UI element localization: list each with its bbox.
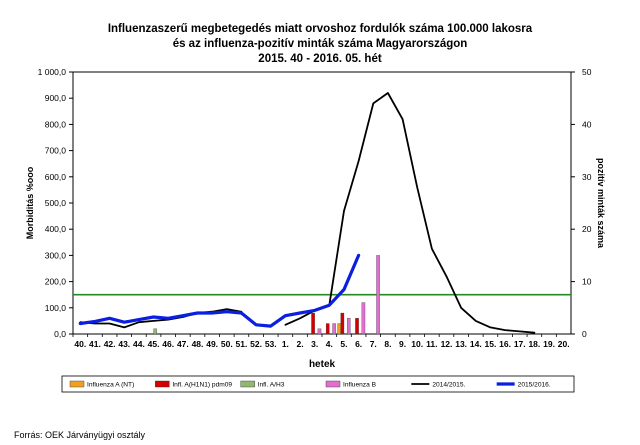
x-tick-label: 14.	[470, 339, 482, 349]
x-tick-label: 40.	[74, 339, 86, 349]
x-axis-title: hetek	[309, 359, 336, 370]
legend-swatch	[69, 380, 85, 388]
x-tick-label: 7.	[370, 339, 377, 349]
x-tick-label: 20.	[558, 339, 570, 349]
bar	[340, 312, 345, 335]
legend-box	[61, 375, 575, 393]
y2-tick-label: 0	[582, 329, 587, 339]
legend-swatch	[240, 380, 255, 388]
x-tick-label: 1.	[282, 339, 289, 349]
x-tick-label: 45.	[148, 339, 160, 349]
x-tick-label: 18.	[528, 339, 540, 349]
x-tick-label: 51.	[236, 339, 248, 349]
y2-tick-label: 10	[582, 277, 592, 287]
x-tick-label: 50.	[221, 339, 233, 349]
legend-swatch	[155, 380, 170, 388]
y-tick-label: 100,0	[45, 303, 67, 313]
bar	[376, 255, 380, 335]
x-tick-label: 44.	[133, 339, 145, 349]
legend-label: 2015/2016.	[518, 382, 551, 389]
chart-title-line-1: Influenzaszerű megbetegedés miatt orvosh…	[107, 23, 533, 35]
x-tick-label: 6.	[355, 339, 362, 349]
legend-label: Influenza B	[343, 382, 377, 389]
bar	[153, 328, 157, 335]
x-tick-label: 13.	[455, 339, 467, 349]
y2-tick-label: 30	[582, 172, 592, 182]
bar	[347, 318, 351, 335]
source-note: Forrás: OEK Járványügyi osztály	[14, 430, 146, 440]
y-tick-label: 500,0	[45, 198, 67, 208]
legend-label: Influenza A (NT)	[87, 382, 134, 389]
bar	[361, 302, 366, 335]
x-tick-label: 43.	[118, 339, 130, 349]
x-tick-label: 12.	[441, 339, 453, 349]
x-tick-label: 3.	[311, 339, 318, 349]
x-tick-label: 49.	[206, 339, 218, 349]
x-tick-label: 46.	[162, 339, 174, 349]
x-tick-label: 53.	[265, 339, 277, 349]
x-tick-label: 19.	[543, 339, 555, 349]
series-line-2	[78, 253, 361, 328]
x-tick-label: 16.	[499, 339, 511, 349]
x-tick-label: 5.	[340, 339, 347, 349]
x-tick-label: 9.	[399, 339, 406, 349]
x-tick-label: 4.	[326, 339, 333, 349]
y-tick-label: 900,0	[45, 93, 67, 103]
legend-label: Infl. A(H1N1) pdm09	[172, 382, 232, 389]
series-line-1	[79, 92, 536, 334]
x-tick-label: 17.	[514, 339, 526, 349]
bar	[325, 323, 330, 335]
bar	[311, 312, 315, 335]
chart-title-line-3: 2015. 40 - 2016. 05. hét	[258, 53, 382, 65]
y-tick-label: 200,0	[45, 277, 67, 287]
bar	[317, 328, 322, 335]
bar	[332, 323, 336, 335]
x-tick-label: 15.	[485, 339, 497, 349]
y-tick-label: 600,0	[45, 172, 67, 182]
x-tick-label: 47.	[177, 339, 189, 349]
x-tick-label: 8.	[384, 339, 391, 349]
y-tick-label: 400,0	[45, 224, 67, 234]
legend-swatch	[325, 380, 341, 388]
x-tick-label: 10.	[411, 339, 423, 349]
y-tick-label: 0,0	[54, 329, 66, 339]
x-tick-label: 52.	[250, 339, 262, 349]
y2-axis-title: pozitív minták száma	[596, 158, 606, 249]
y-tick-label: 700,0	[45, 146, 67, 156]
y-tick-label: 800,0	[45, 119, 67, 129]
bar	[337, 323, 341, 335]
legend-label: Infl. A/H3	[258, 382, 285, 389]
legend-label: 2014/2015.	[432, 382, 465, 389]
x-tick-label: 11.	[426, 339, 437, 349]
y2-tick-label: 20	[582, 224, 592, 234]
y-tick-label: 300,0	[45, 250, 67, 260]
y2-tick-label: 50	[582, 67, 592, 77]
x-tick-label: 41.	[89, 339, 101, 349]
x-tick-label: 42.	[104, 339, 116, 349]
x-tick-label: 2.	[296, 339, 303, 349]
chart-title-line-2: és az influenza-pozitív minták száma Mag…	[172, 38, 468, 50]
y-tick-label: 1 000,0	[38, 67, 67, 77]
y2-tick-label: 40	[582, 119, 592, 129]
y-axis-title: Morbiditás %ooo	[25, 166, 35, 239]
bar	[355, 318, 359, 335]
x-tick-label: 48.	[192, 339, 204, 349]
